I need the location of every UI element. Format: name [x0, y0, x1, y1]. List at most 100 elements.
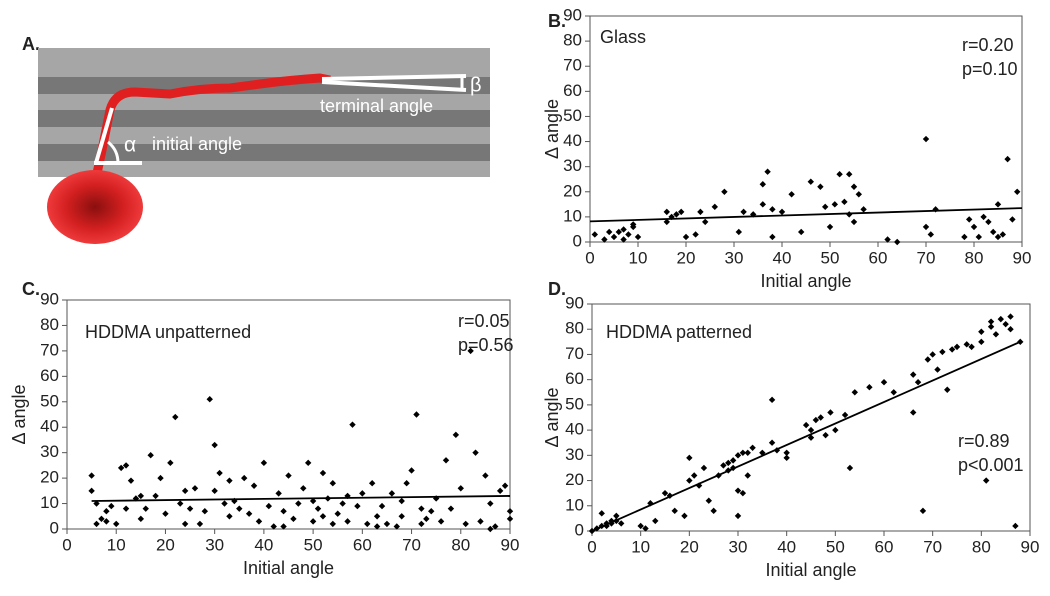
point — [275, 490, 282, 497]
y-tick-label: 20 — [40, 468, 59, 487]
point — [413, 411, 420, 418]
y-tick-label: 50 — [40, 391, 59, 410]
point — [103, 518, 110, 525]
point — [591, 231, 598, 238]
point — [304, 459, 312, 467]
stripe — [38, 110, 490, 127]
point — [682, 233, 690, 241]
x-tick-label: 40 — [777, 537, 796, 556]
point — [987, 318, 995, 325]
point — [831, 201, 838, 208]
point — [226, 477, 233, 484]
y-tick-label: 70 — [565, 344, 584, 363]
point — [211, 487, 218, 495]
point — [700, 464, 708, 472]
annotation: p=0.56 — [458, 335, 514, 355]
point — [290, 515, 297, 523]
point — [734, 452, 742, 459]
point — [398, 497, 405, 505]
y-tick-label: 10 — [563, 206, 582, 225]
point — [721, 188, 728, 195]
point — [705, 497, 712, 504]
point — [418, 520, 425, 528]
point — [759, 181, 766, 188]
point — [850, 218, 858, 226]
point — [630, 221, 637, 228]
point — [1014, 188, 1021, 195]
x-tick-label: 90 — [1013, 248, 1032, 267]
point — [506, 507, 514, 515]
neurite — [91, 73, 331, 179]
x-tick-label: 70 — [917, 248, 936, 267]
point — [768, 396, 776, 404]
point — [934, 366, 941, 373]
point — [846, 211, 853, 218]
point — [961, 233, 968, 241]
point — [398, 513, 405, 520]
point — [927, 231, 934, 238]
point — [642, 525, 649, 532]
point — [373, 513, 381, 520]
x-tick-label: 10 — [629, 248, 648, 267]
x-tick-label: 0 — [62, 535, 71, 554]
y-tick-label: 10 — [40, 493, 59, 512]
point — [744, 449, 751, 457]
point — [437, 518, 445, 525]
point — [137, 492, 145, 500]
point — [1007, 326, 1014, 333]
point — [88, 487, 95, 495]
fit-line — [91, 495, 511, 502]
point — [963, 341, 970, 348]
point — [817, 183, 824, 190]
point — [501, 482, 509, 489]
point — [720, 462, 727, 469]
point — [354, 502, 361, 510]
point — [744, 472, 751, 479]
y-tick-label: 80 — [40, 315, 59, 334]
point — [880, 378, 888, 386]
point — [802, 421, 810, 429]
point — [506, 515, 514, 523]
point — [344, 518, 351, 525]
y-tick-label: 0 — [573, 231, 582, 250]
initial-label: initial angle — [152, 134, 242, 154]
point — [255, 518, 263, 525]
point — [978, 328, 985, 335]
point — [798, 228, 805, 236]
point — [970, 223, 978, 231]
point — [221, 500, 228, 507]
point — [735, 228, 742, 236]
point — [734, 487, 742, 494]
point — [613, 512, 620, 520]
point — [914, 378, 922, 386]
point — [196, 520, 204, 528]
x-tick-label: 40 — [254, 535, 273, 554]
y-tick-label: 90 — [563, 5, 582, 24]
y-tick-label: 0 — [50, 518, 59, 537]
point — [663, 208, 670, 216]
point — [985, 218, 992, 226]
annotation: r=0.20 — [962, 35, 1014, 55]
point — [729, 457, 737, 464]
point — [846, 464, 854, 472]
point — [260, 459, 268, 467]
y-tick-label: 30 — [563, 156, 582, 175]
point — [615, 228, 622, 236]
point — [428, 507, 435, 515]
y-tick-label: 60 — [565, 369, 584, 388]
point — [663, 218, 670, 226]
point — [201, 507, 209, 515]
point — [250, 482, 258, 489]
y-tick-label: 90 — [40, 289, 59, 308]
panel-label: D. — [548, 279, 566, 299]
point — [769, 233, 776, 241]
point — [922, 135, 930, 143]
y-tick-label: 50 — [565, 394, 584, 413]
point — [216, 469, 223, 477]
point — [749, 444, 756, 451]
point — [812, 416, 820, 424]
point — [285, 472, 292, 479]
plot-frame — [589, 15, 1023, 243]
x-tick-label: 80 — [965, 248, 984, 267]
point — [826, 223, 834, 231]
